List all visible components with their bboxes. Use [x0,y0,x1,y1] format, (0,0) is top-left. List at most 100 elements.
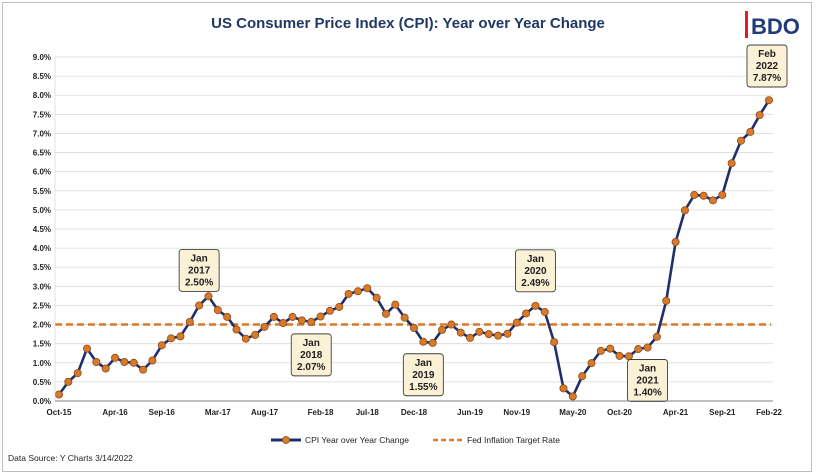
cpi-data-point[interactable] [755,111,764,120]
cpi-data-point[interactable] [297,316,306,325]
cpi-data-point[interactable] [559,384,568,393]
cpi-data-point[interactable] [428,338,437,347]
cpi-data-point[interactable] [475,327,484,336]
legend-item-fed-target[interactable]: Fed Inflation Target Rate [433,435,560,445]
cpi-data-point[interactable] [325,306,334,315]
cpi-data-point[interactable] [307,317,316,326]
cpi-data-point[interactable] [494,331,503,340]
cpi-data-point[interactable] [363,284,372,293]
cpi-data-point[interactable] [353,287,362,296]
cpi-data-point[interactable] [129,358,138,367]
logo-accent-bar [745,11,748,38]
cpi-data-point[interactable] [279,319,288,328]
cpi-data-point[interactable] [662,296,671,305]
cpi-data-point[interactable] [139,365,148,374]
cpi-data-point[interactable] [615,351,624,360]
cpi-data-point[interactable] [223,312,232,321]
cpi-data-point[interactable] [391,300,400,309]
cpi-data-point[interactable] [148,356,157,365]
cpi-data-point[interactable] [652,332,661,341]
cpi-data-point[interactable] [503,329,512,338]
y-tick-label: 5.5% [33,187,51,196]
cpi-data-point[interactable] [447,320,456,329]
cpi-data-point[interactable] [512,318,521,327]
cpi-data-point[interactable] [83,344,92,353]
callout-text-line: 1.55% [409,382,437,393]
cpi-data-point[interactable] [120,358,129,367]
cpi-data-point[interactable] [73,369,82,378]
cpi-data-point[interactable] [550,338,559,347]
legend-cpi-label: CPI Year over Year Change [305,435,409,445]
cpi-data-point[interactable] [466,333,475,342]
cpi-data-point[interactable] [111,353,120,362]
cpi-data-point[interactable] [765,96,774,105]
cpi-data-point[interactable] [456,328,465,337]
cpi-data-point[interactable] [167,334,176,343]
cpi-data-point[interactable] [372,293,381,302]
x-tick-label: Jul-18 [356,408,380,417]
cpi-data-point[interactable] [288,312,297,321]
cpi-data-point[interactable] [269,312,278,321]
cpi-data-point[interactable] [409,323,418,332]
cpi-data-point[interactable] [568,392,577,401]
cpi-data-point[interactable] [587,359,596,368]
legend-item-cpi[interactable]: CPI Year over Year Change [271,435,409,445]
cpi-data-point[interactable] [213,306,222,315]
cpi-data-point[interactable] [419,337,428,346]
cpi-data-point[interactable] [260,322,269,331]
cpi-data-point[interactable] [157,341,166,350]
y-tick-label: 0.5% [33,378,51,387]
cpi-data-point[interactable] [699,191,708,200]
cpi-data-point[interactable] [484,330,493,339]
cpi-data-point[interactable] [624,352,633,361]
cpi-data-point[interactable] [680,206,689,215]
cpi-data-point[interactable] [746,127,755,136]
cpi-data-point[interactable] [335,302,344,311]
cpi-data-point[interactable] [55,390,64,399]
cpi-data-point[interactable] [671,237,680,246]
callout-text-line: Jan [639,363,656,374]
callout-text-line: Jan [527,254,544,265]
cpi-data-point[interactable] [316,312,325,321]
cpi-data-point[interactable] [241,334,250,343]
cpi-data-point[interactable] [251,330,260,339]
y-tick-label: 4.5% [33,225,51,234]
cpi-data-point[interactable] [400,313,409,322]
callout-text-line: 2.49% [521,278,549,289]
cpi-data-point[interactable] [708,196,717,205]
cpi-data-point[interactable] [185,317,194,326]
cpi-data-point[interactable] [101,364,110,373]
cpi-data-point[interactable] [596,346,605,355]
callout-text-line: Jan [415,358,432,369]
cpi-data-point[interactable] [64,377,73,386]
cpi-data-point[interactable] [381,309,390,318]
callout-text-line: 7.87% [753,73,781,84]
cpi-data-point[interactable] [606,344,615,353]
cpi-data-point[interactable] [176,332,185,341]
cpi-data-point[interactable] [643,343,652,352]
x-tick-label: Sep-21 [709,408,736,417]
cpi-data-point[interactable] [522,309,531,318]
legend-fed-target-label: Fed Inflation Target Rate [467,435,560,445]
cpi-data-point[interactable] [690,190,699,199]
cpi-data-point[interactable] [718,190,727,199]
cpi-data-point[interactable] [195,301,204,310]
cpi-data-point[interactable] [531,301,540,310]
cpi-data-point[interactable] [92,358,101,367]
callout-text-line: 2017 [188,265,211,276]
callout-text-line: 2020 [524,266,547,277]
cpi-data-point[interactable] [736,136,745,145]
cpi-data-point[interactable] [232,325,241,334]
cpi-data-point[interactable] [540,307,549,316]
series-layer [55,96,774,401]
cpi-data-point[interactable] [727,159,736,168]
cpi-data-point[interactable] [578,372,587,381]
cpi-data-point[interactable] [634,345,643,354]
cpi-data-point[interactable] [438,325,447,334]
cpi-data-point[interactable] [204,292,213,301]
callout-text-line: 1.40% [633,387,661,398]
cpi-data-point[interactable] [344,289,353,298]
